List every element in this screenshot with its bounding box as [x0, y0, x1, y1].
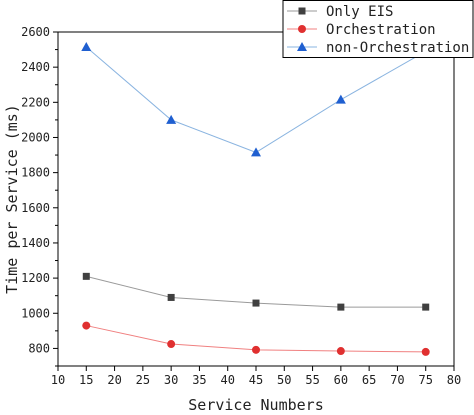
x-axis-label: Service Numbers — [188, 396, 323, 414]
x-tick-label: 35 — [192, 373, 206, 387]
data-point — [167, 293, 175, 301]
legend-label: non-Orchestration — [326, 40, 469, 56]
series-layer — [81, 41, 431, 356]
legend-swatch-marker — [297, 42, 307, 51]
x-tick-label: 50 — [277, 373, 291, 387]
x-tick-label: 70 — [390, 373, 404, 387]
data-point — [252, 299, 260, 307]
x-axis: 10 15 20 25 30 35 40 45 50 55 60 65 70 75 80 — [51, 366, 461, 387]
x-tick-label: 60 — [334, 373, 348, 387]
x-tick-label: 10 — [51, 373, 65, 387]
y-tick-label: 1800 — [21, 166, 50, 180]
x-tick-label: 40 — [220, 373, 234, 387]
x-tick-label: 30 — [164, 373, 178, 387]
x-tick-label: 65 — [362, 373, 376, 387]
data-point — [336, 347, 345, 356]
legend-item: non-Orchestration — [287, 40, 469, 56]
data-point — [252, 345, 260, 354]
plot-frame — [57, 31, 455, 367]
data-point — [422, 303, 430, 311]
x-tick-label: 75 — [418, 373, 432, 387]
x-tick-label: 15 — [79, 373, 93, 387]
y-tick-label: 2000 — [21, 130, 50, 144]
data-point — [337, 303, 345, 311]
legend-swatch-marker — [298, 7, 306, 15]
data-point — [82, 321, 91, 330]
y-axis: 800 1000 1200 1400 1600 1800 2000 2200 2400 2600 — [21, 25, 58, 367]
x-tick-label: 20 — [107, 373, 121, 387]
data-point — [166, 114, 177, 124]
legend-item: Orchestration — [287, 22, 436, 38]
y-tick-label: 1000 — [21, 306, 50, 320]
series-0 — [82, 272, 430, 311]
series-line — [85, 46, 426, 153]
x-tick-label: 55 — [305, 373, 319, 387]
legend: Only EIS Orchestration non-Orchestration — [282, 0, 474, 58]
legend-item: Only EIS — [287, 4, 393, 20]
data-point — [421, 347, 430, 356]
series-1 — [82, 321, 430, 356]
data-point — [251, 147, 261, 157]
y-tick-label: 2600 — [21, 25, 50, 39]
data-point — [82, 272, 90, 280]
y-tick-label: 2400 — [21, 60, 50, 74]
legend-swatch-marker — [298, 25, 306, 33]
data-point — [167, 340, 176, 349]
data-point — [335, 94, 346, 104]
series-2 — [81, 41, 431, 157]
x-tick-label: 25 — [136, 373, 150, 387]
y-axis-label: Time per Service (ms) — [3, 104, 21, 294]
y-tick-label: 1600 — [21, 201, 50, 215]
y-tick-label: 1400 — [21, 236, 50, 250]
x-tick-label: 45 — [249, 373, 263, 387]
x-tick-label: 80 — [447, 373, 461, 387]
y-tick-label: 800 — [28, 341, 50, 355]
y-tick-label: 1200 — [21, 271, 50, 285]
y-tick-label: 2200 — [21, 95, 50, 109]
legend-label: Only EIS — [326, 4, 393, 20]
legend-label: Orchestration — [326, 22, 436, 38]
data-point — [81, 41, 92, 51]
